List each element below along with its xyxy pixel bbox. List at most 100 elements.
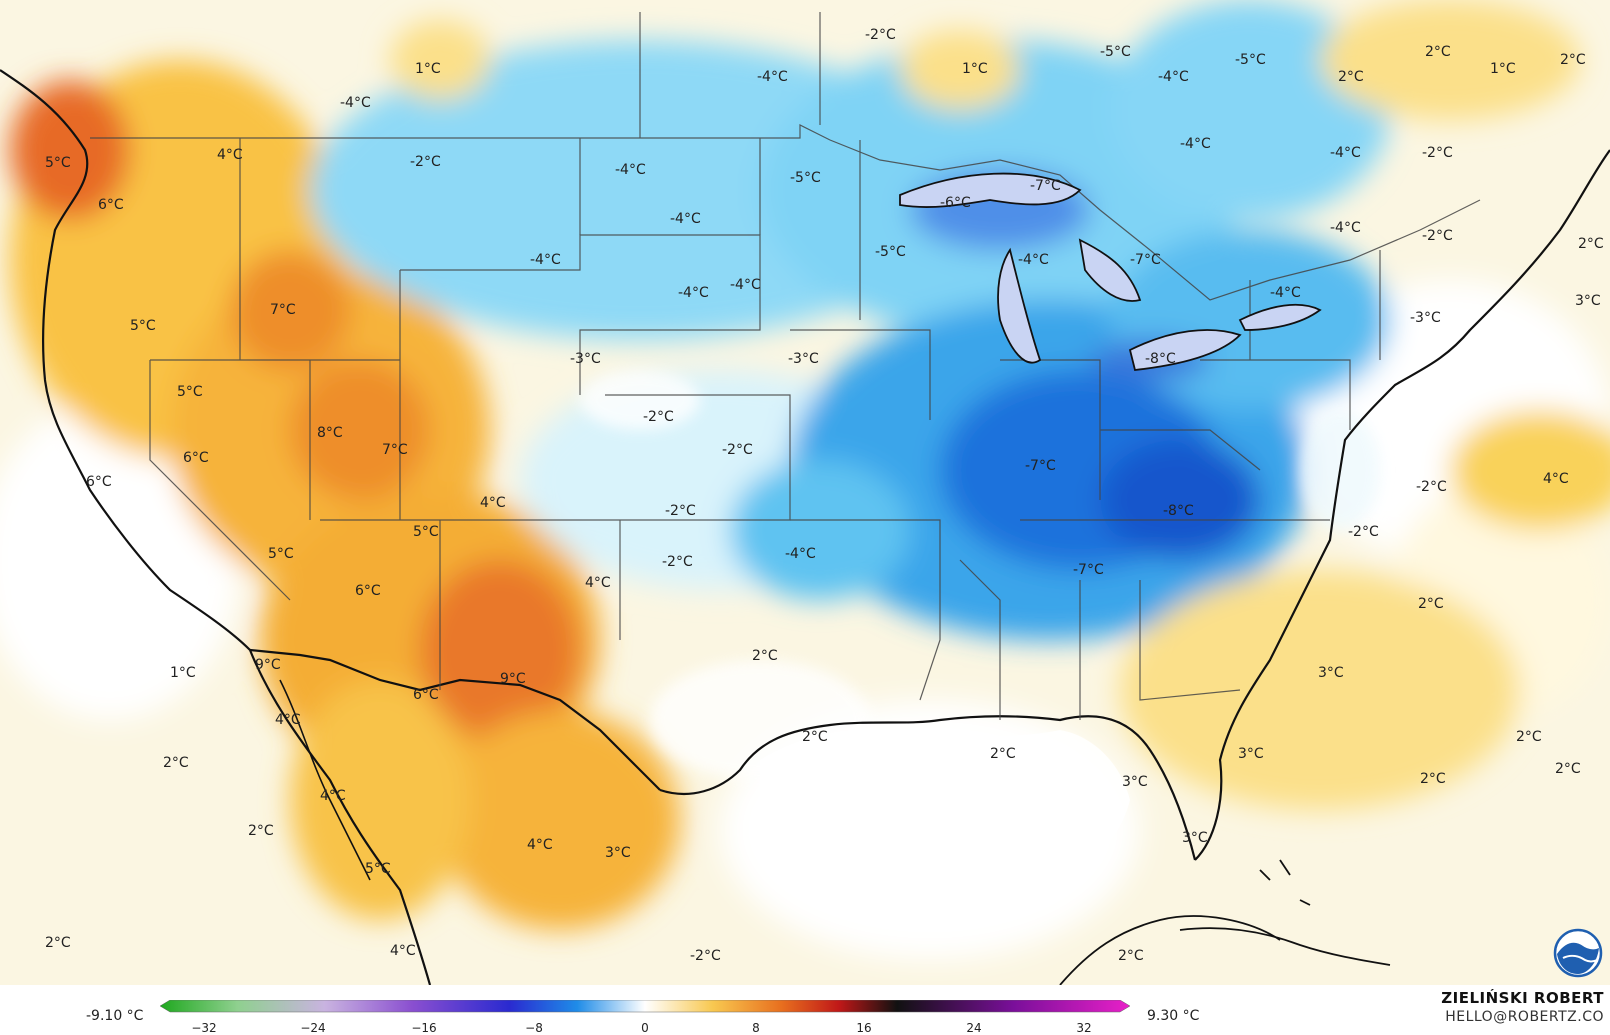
temp-label: 1°C [962, 61, 988, 77]
temp-label: 6°C [98, 197, 124, 213]
temp-label: -4°C [615, 162, 646, 178]
temp-label: -6°C [940, 195, 971, 211]
temp-label: -7°C [1073, 562, 1104, 578]
temp-label: -4°C [1018, 252, 1049, 268]
temp-label: 5°C [45, 155, 71, 171]
temp-label: 2°C [1118, 948, 1144, 964]
temp-label: -3°C [570, 351, 601, 367]
temp-label: 2°C [802, 729, 828, 745]
temp-label: 5°C [130, 318, 156, 334]
temp-label: 3°C [605, 845, 631, 861]
legend-min-value: -9.10 °C [86, 1008, 144, 1024]
temp-label: -2°C [643, 409, 674, 425]
colorbar-tick: −8 [525, 1021, 543, 1035]
temp-label: -4°C [1330, 220, 1361, 236]
temp-label: 3°C [1575, 293, 1601, 309]
author-email: HELLO@ROBERTZ.CO [1445, 1009, 1604, 1025]
temp-label: 6°C [183, 450, 209, 466]
colorbar-tick: 32 [1076, 1021, 1091, 1035]
temp-label: -4°C [1270, 285, 1301, 301]
noaa-logo-icon [1553, 928, 1603, 978]
temp-label: -2°C [690, 948, 721, 964]
temp-label: 5°C [268, 546, 294, 562]
temp-label: 2°C [248, 823, 274, 839]
temp-label: 2°C [163, 755, 189, 771]
temp-label: 2°C [752, 648, 778, 664]
temp-label: -5°C [1235, 52, 1266, 68]
temp-label: 2°C [1338, 69, 1364, 85]
colorbar-gradient [160, 1000, 1130, 1013]
temp-label: -3°C [788, 351, 819, 367]
temp-label: 4°C [480, 495, 506, 511]
colorbar-tick: 0 [641, 1021, 649, 1035]
temp-label: -7°C [1025, 458, 1056, 474]
temp-label: 1°C [415, 61, 441, 77]
temp-label: 4°C [217, 147, 243, 163]
temp-label: -2°C [865, 27, 896, 43]
temp-label: 4°C [527, 837, 553, 853]
temp-label: -7°C [1130, 252, 1161, 268]
temperature-labels: 1°C -4°C -2°C -4°C -5°C -4°C 1°C -5°C 2°… [45, 27, 1604, 964]
temp-label: -5°C [1100, 44, 1131, 60]
temp-label: 6°C [86, 474, 112, 490]
temp-label: 2°C [1420, 771, 1446, 787]
temp-label: 5°C [413, 524, 439, 540]
temp-label: -4°C [678, 285, 709, 301]
temp-label: 2°C [1555, 761, 1581, 777]
temp-label: -4°C [785, 546, 816, 562]
temp-label: 4°C [275, 712, 301, 728]
colorbar-tick: 8 [752, 1021, 760, 1035]
temp-label: 4°C [585, 575, 611, 591]
colorbar-tick: −24 [300, 1021, 325, 1035]
caribbean-islands [1179, 859, 1391, 966]
temp-label: -4°C [1330, 145, 1361, 161]
temp-label: -5°C [790, 170, 821, 186]
temp-label: -8°C [1163, 503, 1194, 519]
colorbar-tick: −16 [411, 1021, 436, 1035]
temp-label: 2°C [1516, 729, 1542, 745]
temp-label: 4°C [390, 943, 416, 959]
temp-label: 2°C [990, 746, 1016, 762]
temp-label: -4°C [530, 252, 561, 268]
temp-label: 7°C [382, 442, 408, 458]
temp-label: 3°C [1238, 746, 1264, 762]
temp-label: -4°C [340, 95, 371, 111]
temp-label: -2°C [1348, 524, 1379, 540]
temp-label: -4°C [670, 211, 701, 227]
author-credit: ZIELIŃSKI ROBERT HELLO@ROBERTZ.CO [1441, 989, 1604, 1027]
temp-label: 2°C [1418, 596, 1444, 612]
temp-label: -5°C [875, 244, 906, 260]
gulf-of-mexico [760, 728, 1130, 901]
temp-label: 5°C [365, 861, 391, 877]
temp-label: 7°C [270, 302, 296, 318]
temp-label: -3°C [1410, 310, 1441, 326]
temp-label: 1°C [170, 665, 196, 681]
temp-label: 2°C [1578, 236, 1604, 252]
temp-label: 4°C [1543, 471, 1569, 487]
temp-label: -4°C [730, 277, 761, 293]
legend-max-value: 9.30 °C [1147, 1008, 1200, 1024]
temp-label: 2°C [1560, 52, 1586, 68]
temp-label: -4°C [1180, 136, 1211, 152]
temp-label: 3°C [1122, 774, 1148, 790]
colorbar-tick: 16 [856, 1021, 871, 1035]
colorbar-tick: 24 [966, 1021, 981, 1035]
temp-label: 6°C [413, 687, 439, 703]
temp-label: -2°C [722, 442, 753, 458]
temp-label: 3°C [1318, 665, 1344, 681]
colorbar-tick: −32 [191, 1021, 216, 1035]
temp-label: -7°C [1030, 178, 1061, 194]
temp-label: -2°C [1422, 145, 1453, 161]
great-lakes [899, 172, 1322, 371]
temp-label: -2°C [410, 154, 441, 170]
temp-label: 9°C [255, 657, 281, 673]
colorbar: −32 −24 −16 −8 0 8 16 24 32 [160, 1000, 1130, 1035]
temp-label: -2°C [1416, 479, 1447, 495]
temp-label: -2°C [665, 503, 696, 519]
temp-label: -4°C [757, 69, 788, 85]
author-name: ZIELIŃSKI ROBERT [1441, 989, 1604, 1007]
temp-label: -8°C [1145, 351, 1176, 367]
temp-label: 1°C [1490, 61, 1516, 77]
temp-label: -2°C [1422, 228, 1453, 244]
temperature-anomaly-map: 1°C -4°C -2°C -4°C -5°C -4°C 1°C -5°C 2°… [0, 0, 1610, 985]
